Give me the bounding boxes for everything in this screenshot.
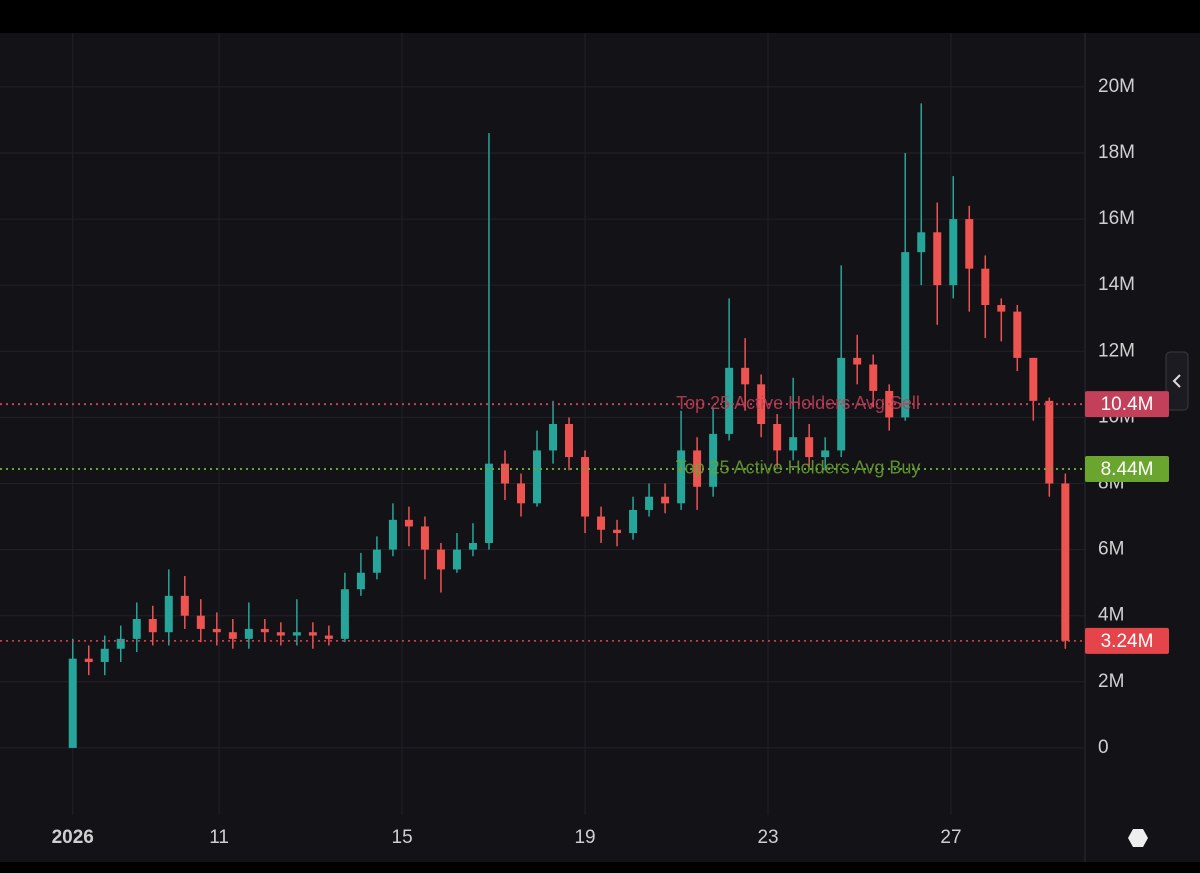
candle-body (949, 219, 958, 286)
candle-body (805, 437, 814, 458)
candle-body (517, 483, 526, 504)
candle-body (725, 367, 734, 434)
candle-body (308, 632, 317, 636)
candle-body (981, 268, 990, 306)
x-tick-label: 2026 (52, 827, 94, 848)
x-tick-label: 23 (757, 827, 778, 848)
price-tag (1085, 455, 1169, 482)
candle-body (356, 572, 365, 590)
candle-body (629, 509, 638, 534)
candle-body (148, 619, 157, 633)
candle-body (420, 526, 429, 550)
candle-body (757, 384, 766, 424)
collapse-button[interactable] (1165, 351, 1189, 411)
candle-body (180, 595, 189, 616)
candle-body (468, 542, 477, 550)
candle-body (1013, 311, 1022, 358)
candle-body (549, 424, 558, 451)
candle-body (581, 457, 590, 517)
candle-body (741, 367, 750, 385)
y-tick-label: 6M (1098, 539, 1124, 560)
candle-body (933, 232, 942, 286)
y-tick-label: 4M (1098, 605, 1124, 626)
candle-body (388, 519, 397, 550)
candle-body (84, 658, 93, 662)
overlay: 02M4M6M8M10M12M14M16M18M20M2026111519232… (0, 76, 1169, 848)
y-tick-label: 2M (1098, 671, 1124, 692)
candle-body (212, 628, 221, 633)
candle-body (228, 632, 237, 639)
price-tag-label: 3.24M (1101, 631, 1154, 652)
reference-label: Top 25 Active Holders Avg Sell (676, 393, 920, 413)
candle-body (244, 628, 253, 639)
price-tag-label: 8.44M (1101, 459, 1154, 480)
logo-icon[interactable] (1128, 829, 1148, 847)
candle-body (324, 635, 333, 639)
candle-body (533, 450, 542, 504)
candle-body (677, 450, 686, 504)
candle-body (372, 549, 381, 573)
candle-body (404, 519, 413, 527)
price-tag-label: 10.4M (1101, 394, 1154, 415)
candle-body (484, 463, 493, 543)
x-tick-label: 27 (940, 827, 961, 848)
candle-body (597, 516, 606, 530)
candle-body (276, 632, 285, 636)
candle-body (452, 549, 461, 570)
candle-body (292, 632, 301, 636)
y-tick-label: 20M (1098, 76, 1135, 97)
candle-body (1045, 400, 1054, 484)
candle-body (997, 305, 1006, 312)
chart-panel (0, 33, 1200, 862)
candle-body (917, 232, 926, 253)
candle-body (821, 450, 830, 458)
y-tick-label: 16M (1098, 208, 1135, 229)
candle-body (773, 424, 782, 451)
candle-body (853, 357, 862, 365)
candle-body (500, 463, 509, 484)
y-tick-label: 14M (1098, 274, 1135, 295)
candle-body (1061, 483, 1070, 641)
candle-body (116, 638, 125, 649)
candle-body (789, 437, 798, 451)
price-tag (1085, 627, 1169, 654)
candle-body (709, 433, 718, 487)
y-tick-label: 12M (1098, 340, 1135, 361)
reference-label: Top 25 Active Holders Avg Buy (676, 458, 921, 478)
candle-body (869, 364, 878, 391)
candle-body (340, 589, 349, 639)
candle-body (164, 595, 173, 633)
candle-body (436, 549, 445, 570)
y-tick-label: 18M (1098, 142, 1135, 163)
candle-body (565, 424, 574, 458)
candle-body (100, 648, 109, 662)
candle-body (645, 496, 654, 510)
candle-body (901, 252, 910, 418)
candle-body (661, 496, 670, 504)
x-tick-label: 19 (574, 827, 595, 848)
price-tag (1085, 391, 1169, 418)
candle-body (196, 615, 205, 629)
candle-body (260, 628, 269, 633)
candle-body (613, 529, 622, 534)
x-tick-label: 15 (392, 827, 413, 848)
x-tick-label: 11 (209, 827, 229, 848)
candle-body (68, 658, 77, 748)
candle-body (132, 619, 141, 639)
candle-body (1029, 357, 1038, 401)
y-tick-label: 0 (1098, 737, 1109, 758)
collapse-chevron (1172, 374, 1181, 388)
candle-body (965, 219, 974, 269)
